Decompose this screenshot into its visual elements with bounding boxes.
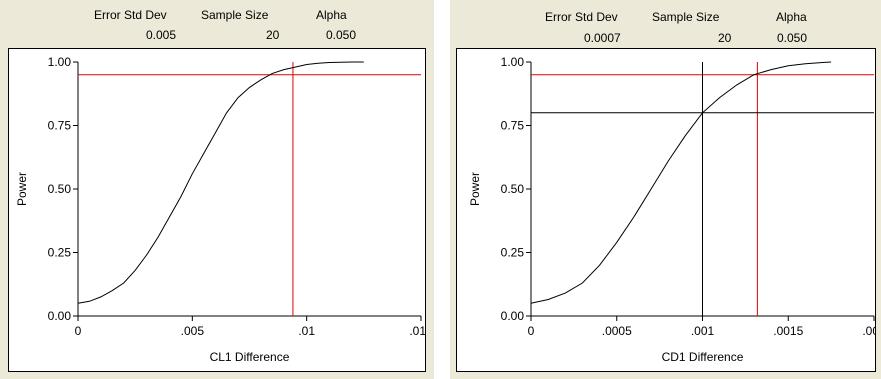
x-axis-label: CD1 Difference xyxy=(662,350,744,364)
sample-size-value[interactable]: 20 xyxy=(266,28,280,42)
x-tick-label: 0 xyxy=(528,324,535,338)
power-curve-line xyxy=(77,61,364,304)
power-panel-right: Error Std Dev Sample Size Alpha 0.0007 2… xyxy=(450,0,881,379)
sample-size-value[interactable]: 20 xyxy=(718,31,732,45)
y-tick-label: 1.00 xyxy=(48,55,72,69)
y-axis-label: Power xyxy=(15,172,29,206)
x-tick-label: .001 xyxy=(691,324,715,338)
error-std-dev-value[interactable]: 0.0007 xyxy=(584,31,621,45)
x-tick-label: .01 xyxy=(298,324,315,338)
x-tick-label: .0015 xyxy=(773,324,803,338)
error-std-dev-value[interactable]: 0.005 xyxy=(146,28,177,42)
sample-size-label: Sample Size xyxy=(201,8,269,22)
y-tick-label: 0.75 xyxy=(501,119,525,133)
y-tick-label: 1.00 xyxy=(501,55,525,69)
y-tick-label: 0.50 xyxy=(48,182,72,196)
plot-area xyxy=(78,62,421,316)
y-tick-label: 0.00 xyxy=(48,309,72,323)
alpha-label: Alpha xyxy=(776,10,807,24)
sample-size-label: Sample Size xyxy=(652,10,720,24)
error-std-dev-label: Error Std Dev xyxy=(545,10,618,24)
x-tick-label: .0005 xyxy=(602,324,632,338)
alpha-value[interactable]: 0.050 xyxy=(326,28,357,42)
power-curve-chart[interactable]: 0.00 0.25 0.50 0.75 1.00 0 .0005 .001 .0015 .002 C… xyxy=(456,48,876,372)
y-tick-label: 0.25 xyxy=(48,246,72,260)
x-tick-label: .002 xyxy=(862,324,876,338)
y-tick-label: 0.00 xyxy=(501,309,525,323)
y-tick-label: 0.50 xyxy=(501,182,525,196)
error-std-dev-label: Error Std Dev xyxy=(94,8,167,22)
alpha-label: Alpha xyxy=(316,8,347,22)
power-curve-chart[interactable]: 0.00 0.25 0.50 0.75 1.00 0 .005 .01 .015 CL1 Diff… xyxy=(8,48,426,372)
power-panel-left: Error Std Dev Sample Size Alpha 0.005 20… xyxy=(0,0,434,379)
alpha-value[interactable]: 0.050 xyxy=(777,31,808,45)
power-curve-line xyxy=(530,61,832,304)
y-tick-label: 0.75 xyxy=(48,119,72,133)
y-axis-label: Power xyxy=(468,172,482,206)
x-tick-label: .005 xyxy=(181,324,205,338)
x-tick-label: .015 xyxy=(409,324,426,338)
x-axis-label: CL1 Difference xyxy=(210,350,290,364)
y-tick-label: 0.25 xyxy=(501,246,525,260)
x-tick-label: 0 xyxy=(75,324,82,338)
